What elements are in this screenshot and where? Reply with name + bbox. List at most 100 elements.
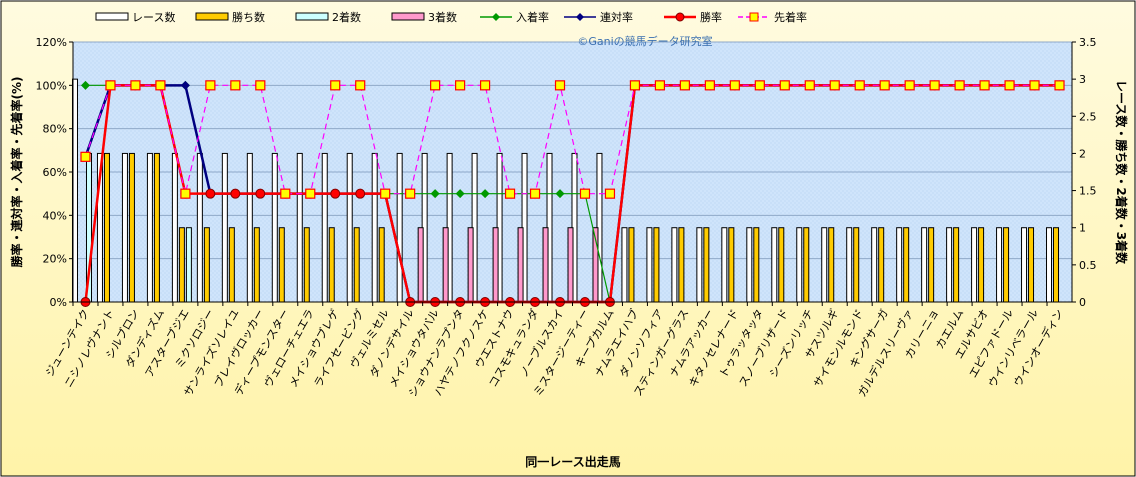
point-e58588e79d80e78e87 — [430, 80, 441, 91]
point-e58588e79d80e78e87 — [305, 188, 316, 199]
bar-e383ace383bce382b9e695b0 — [1046, 227, 1053, 303]
point-e980a3e5afbee78e87 — [180, 80, 190, 90]
bar-e383ace383bce382b9e695b0 — [871, 227, 878, 303]
bar-e383ace383bce382b9e695b0 — [846, 227, 853, 303]
bar-e58b9de381a1e695b0 — [178, 227, 185, 303]
watermark: ©Ganiの競馬データ研究室 — [577, 34, 712, 48]
bar-e383ace383bce382b9e695b0 — [696, 227, 703, 303]
point-e58588e79d80e78e87 — [904, 80, 915, 91]
bar-e383ace383bce382b9e695b0 — [746, 227, 753, 303]
y-tick-label-left: 0% — [50, 296, 67, 309]
point-e58588e79d80e78e87 — [280, 188, 291, 199]
bar-3e79d80e695b0 — [542, 227, 549, 303]
point-e58588e79d80e78e87 — [330, 80, 341, 91]
bar-e58b9de381a1e695b0 — [1028, 227, 1035, 303]
point-e58588e79d80e78e87 — [380, 188, 391, 199]
point-e58588e79d80e78e87 — [80, 151, 91, 162]
point-e58588e79d80e78e87 — [205, 80, 216, 91]
legend-swatch-2e79d80e695b0 — [295, 12, 329, 21]
line-series — [80, 80, 1065, 307]
point-e58588e79d80e78e87 — [704, 80, 715, 91]
bar-e383ace383bce382b9e695b0 — [196, 152, 203, 303]
point-e58588e79d80e78e87 — [979, 80, 990, 91]
bar-e383ace383bce382b9e695b0 — [821, 227, 828, 303]
bar-e383ace383bce382b9e695b0 — [896, 227, 903, 303]
legend-marker-e980a3e5afbee78e87 — [576, 13, 584, 21]
legend-label: 勝率 — [700, 10, 722, 24]
point-e58588e79d80e78e87 — [455, 80, 466, 91]
point-e58588e79d80e78e87 — [729, 80, 740, 91]
bar-e383ace383bce382b9e695b0 — [321, 152, 328, 303]
point-e58588e79d80e78e87 — [1054, 80, 1065, 91]
bar-e58b9de381a1e695b0 — [753, 227, 760, 303]
point-e58b9de78e87 — [355, 188, 366, 199]
legend-label: 勝ち数 — [232, 10, 265, 24]
y-tick-label-right: 1 — [1079, 222, 1086, 235]
y-tick-label-right: 3.5 — [1079, 36, 1097, 49]
point-e58588e79d80e78e87 — [779, 80, 790, 91]
bar-e58b9de381a1e695b0 — [778, 227, 785, 303]
bar-e58b9de381a1e695b0 — [303, 227, 310, 303]
bar-e383ace383bce382b9e695b0 — [146, 152, 153, 303]
point-e58588e79d80e78e87 — [180, 188, 191, 199]
bar-e58b9de381a1e695b0 — [628, 227, 635, 303]
point-e58b9de78e87 — [330, 188, 341, 199]
point-e58588e79d80e78e87 — [954, 80, 965, 91]
y-tick-label-right: 3 — [1079, 73, 1086, 86]
point-e58b9de78e87 — [255, 188, 266, 199]
bar-e58b9de381a1e695b0 — [153, 152, 160, 303]
legend-label: 入着率 — [516, 10, 549, 24]
legend-label: 連対率 — [600, 10, 633, 24]
bar-e383ace383bce382b9e695b0 — [1021, 227, 1028, 303]
y-tick-label-left: 100% — [36, 79, 67, 92]
bar-e58b9de381a1e695b0 — [228, 227, 235, 303]
bar-e383ace383bce382b9e695b0 — [396, 152, 403, 303]
line-e58588e79d80e78e87 — [84, 84, 1060, 195]
bar-e58b9de381a1e695b0 — [103, 152, 110, 303]
bar-e58b9de381a1e695b0 — [928, 227, 935, 303]
y-tick-label-left: 20% — [43, 253, 67, 266]
bar-e383ace383bce382b9e695b0 — [271, 152, 278, 303]
bar-e383ace383bce382b9e695b0 — [371, 152, 378, 303]
point-e58588e79d80e78e87 — [679, 80, 690, 91]
bar-e383ace383bce382b9e695b0 — [621, 227, 628, 303]
point-e58588e79d80e78e87 — [854, 80, 865, 91]
bar-e58b9de381a1e695b0 — [678, 227, 685, 303]
bar-3e79d80e695b0 — [442, 227, 449, 303]
bar-e58b9de381a1e695b0 — [828, 227, 835, 303]
bar-e383ace383bce382b9e695b0 — [646, 227, 653, 303]
point-e58588e79d80e78e87 — [929, 80, 940, 91]
bar-e383ace383bce382b9e695b0 — [296, 152, 303, 303]
bar-series — [71, 78, 1060, 303]
bar-e58b9de381a1e695b0 — [903, 227, 910, 303]
y-tick-label-left: 40% — [43, 209, 67, 222]
legend-label: 3着数 — [428, 10, 457, 24]
y-axis-title-right: レース数・勝ち数・2着数・3着数 — [1114, 80, 1129, 265]
point-e585a5e79d80e78e87 — [455, 189, 465, 199]
bar-e383ace383bce382b9e695b0 — [346, 152, 353, 303]
bar-e58b9de381a1e695b0 — [353, 227, 360, 303]
bar-3e79d80e695b0 — [492, 227, 499, 303]
bar-e383ace383bce382b9e695b0 — [221, 152, 228, 303]
bar-e383ace383bce382b9e695b0 — [171, 152, 178, 303]
legend-swatch-3e79d80e695b0 — [391, 12, 425, 21]
bar-e383ace383bce382b9e695b0 — [121, 152, 128, 303]
legend-label: 先着率 — [774, 10, 807, 24]
point-e58588e79d80e78e87 — [479, 80, 491, 91]
bar-3e79d80e695b0 — [567, 227, 574, 303]
bar-e58b9de381a1e695b0 — [1003, 227, 1010, 303]
legend-swatch-e383ace383bce382b9e695b0 — [95, 12, 129, 21]
bar-e58b9de381a1e695b0 — [203, 227, 210, 303]
bar-e58b9de381a1e695b0 — [803, 227, 810, 303]
point-e58588e79d80e78e87 — [579, 188, 591, 199]
bar-e58b9de381a1e695b0 — [953, 227, 960, 303]
legend-marker-e585a5e79d80e78e87 — [492, 13, 500, 21]
bar-e383ace383bce382b9e695b0 — [721, 227, 728, 303]
point-e58588e79d80e78e87 — [230, 80, 241, 91]
point-e58588e79d80e78e87 — [629, 80, 641, 91]
bar-e58b9de381a1e695b0 — [853, 227, 860, 303]
legend-marker-e58b9de78e87 — [675, 12, 685, 22]
point-e58588e79d80e78e87 — [155, 80, 166, 91]
bar-e58b9de381a1e695b0 — [703, 227, 710, 303]
